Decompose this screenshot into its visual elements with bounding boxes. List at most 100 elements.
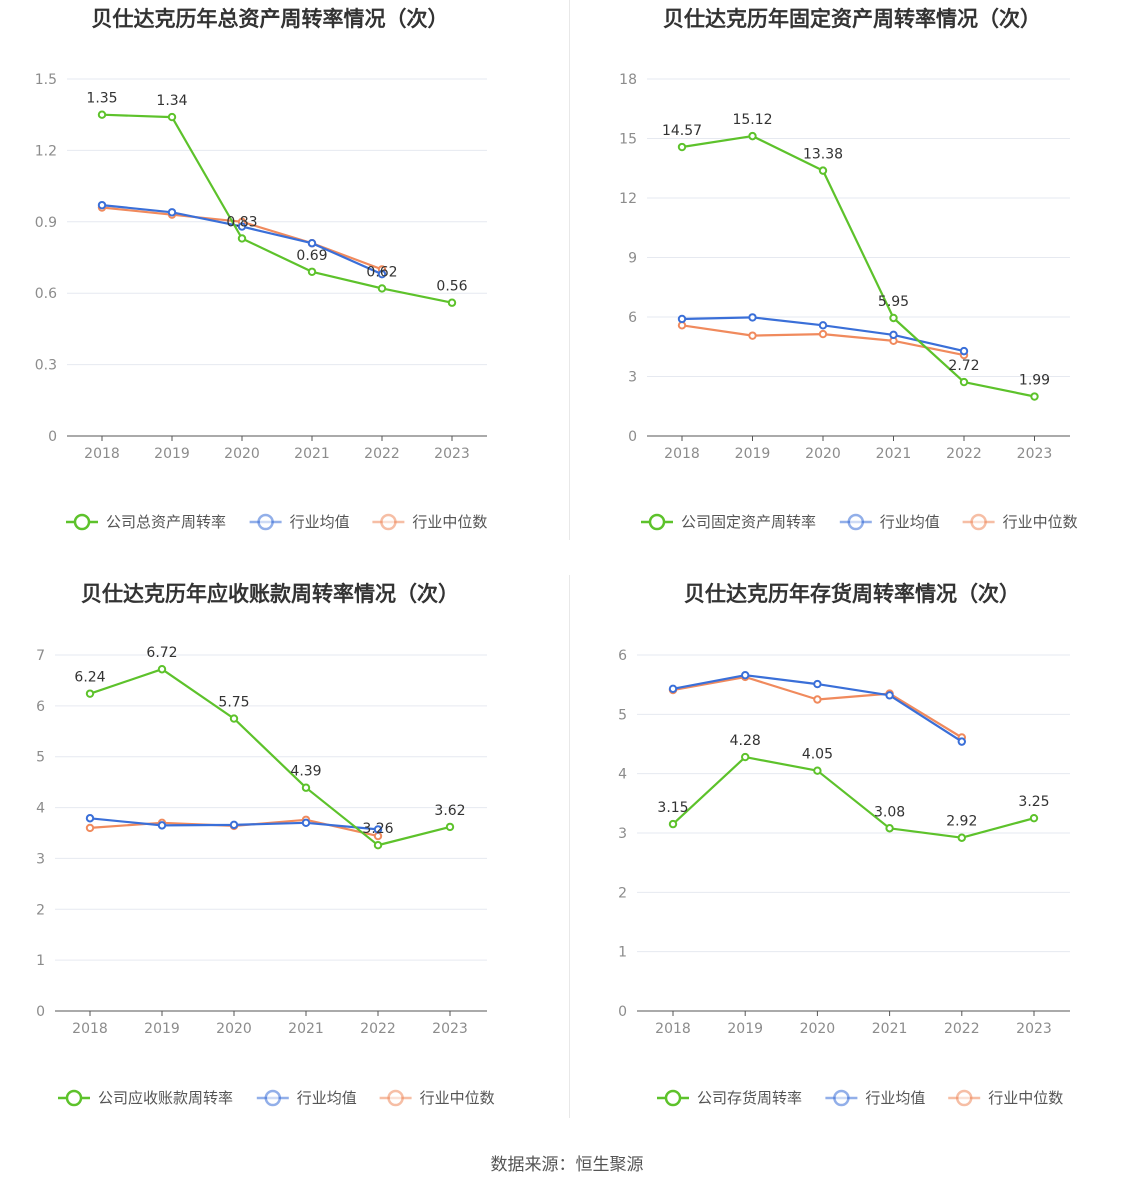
- data-point-company[interactable]: [301, 783, 311, 792]
- y-tick-label: 9: [628, 251, 637, 267]
- data-point-industry-avg[interactable]: [748, 313, 757, 322]
- legend-item-industry-median[interactable]: 行业中位数: [962, 513, 1078, 531]
- chart-panel-inventory-turnover: 贝仕达克历年存货周转率情况（次） 0 1 2 3 4 5 6 2018 2019 2020 2021 2…: [567, 575, 1134, 1150]
- y-tick-label: 4: [618, 767, 627, 783]
- data-label: 2.92: [946, 814, 977, 830]
- panel-divider-top: [569, 0, 570, 540]
- data-point-company[interactable]: [229, 714, 239, 723]
- y-tick-label: 0: [618, 1004, 627, 1020]
- y-tick-label: 3: [36, 851, 45, 867]
- data-point-industry-avg[interactable]: [85, 814, 95, 823]
- data-point-company[interactable]: [157, 665, 167, 674]
- legend-marker-icon: [955, 1089, 973, 1107]
- data-point-company[interactable]: [167, 112, 177, 122]
- chart-panel-receivables-turnover: 贝仕达克历年应收账款周转率情况（次） 0 1 2 3 4 5 6 7 2018 2019 2020 20…: [0, 575, 567, 1150]
- legend-marker-icon: [380, 513, 397, 531]
- x-tick-label: 2020: [800, 1021, 836, 1037]
- data-point-company[interactable]: [959, 377, 969, 387]
- data-point-industry-avg[interactable]: [813, 679, 822, 689]
- series-line-company: [89, 668, 451, 847]
- data-point-industry-median[interactable]: [748, 331, 757, 340]
- x-tick-label: 2022: [944, 1021, 980, 1037]
- legend-label: 行业中位数: [1003, 513, 1078, 531]
- data-label: 4.28: [730, 733, 761, 749]
- data-label: 1.99: [1019, 373, 1050, 389]
- data-point-industry-avg[interactable]: [237, 222, 247, 231]
- y-tick-label: 1.5: [35, 72, 57, 88]
- data-point-company[interactable]: [889, 313, 898, 323]
- legend-item-industry-avg[interactable]: 行业均值: [249, 513, 350, 531]
- data-point-industry-avg[interactable]: [157, 821, 167, 830]
- data-point-company[interactable]: [237, 234, 247, 243]
- data-point-company[interactable]: [85, 689, 95, 698]
- data-point-company[interactable]: [373, 841, 383, 850]
- data-point-company[interactable]: [97, 110, 107, 119]
- x-tick-label: 2018: [655, 1021, 691, 1037]
- data-point-company[interactable]: [741, 752, 750, 762]
- y-tick-label: 1.2: [35, 143, 57, 159]
- y-tick-label: 0: [36, 1004, 45, 1020]
- data-point-industry-avg[interactable]: [167, 208, 177, 217]
- data-point-company[interactable]: [445, 822, 455, 832]
- legend-marker-icon: [664, 1089, 682, 1107]
- data-point-company[interactable]: [447, 298, 457, 307]
- legend-item-industry-median[interactable]: 行业中位数: [372, 513, 487, 531]
- x-tick-label: 2022: [946, 446, 982, 462]
- data-point-company[interactable]: [813, 766, 822, 775]
- data-point-industry-avg[interactable]: [741, 670, 750, 680]
- legend-marker-icon: [387, 1089, 404, 1107]
- legend-item-industry-median[interactable]: 行业中位数: [948, 1089, 1063, 1107]
- data-point-industry-median[interactable]: [813, 695, 822, 704]
- data-point-company[interactable]: [957, 833, 966, 842]
- y-tick-label: 0.6: [35, 286, 57, 302]
- data-point-company[interactable]: [1029, 813, 1039, 823]
- data-point-company[interactable]: [748, 131, 757, 141]
- data-point-industry-avg[interactable]: [818, 321, 828, 330]
- data-point-industry-avg[interactable]: [889, 330, 898, 340]
- data-point-industry-avg[interactable]: [373, 825, 383, 834]
- data-point-industry-avg[interactable]: [229, 820, 239, 830]
- data-point-company[interactable]: [668, 819, 678, 829]
- x-tick-label: 2023: [1016, 1021, 1052, 1037]
- y-tick-label: 2: [618, 885, 627, 901]
- data-point-industry-avg[interactable]: [959, 346, 969, 356]
- data-point-company[interactable]: [885, 824, 894, 833]
- legend-label: 公司应收账款周转率: [98, 1089, 233, 1107]
- legend-item-company[interactable]: 公司总资产周转率: [66, 513, 226, 531]
- x-tick-label: 2023: [432, 1021, 468, 1037]
- x-tick-label: 2021: [294, 446, 330, 462]
- legend-item-industry-avg[interactable]: 行业均值: [256, 1089, 357, 1107]
- chart-title: 贝仕达克历年总资产周转率情况（次）: [92, 7, 449, 31]
- data-point-company[interactable]: [677, 142, 687, 152]
- data-point-industry-avg[interactable]: [97, 200, 107, 210]
- x-tick-label: 2022: [364, 446, 400, 462]
- data-point-industry-avg[interactable]: [307, 239, 317, 248]
- data-label: 3.26: [362, 821, 393, 837]
- legend-item-company[interactable]: 公司存货周转率: [657, 1089, 802, 1107]
- data-point-company[interactable]: [818, 166, 828, 175]
- data-source-note: 数据来源：恒生聚源: [490, 1155, 644, 1175]
- legend-item-industry-avg[interactable]: 行业均值: [839, 513, 940, 531]
- data-point-industry-avg[interactable]: [301, 818, 311, 828]
- data-point-industry-avg[interactable]: [677, 314, 687, 324]
- legend-item-industry-avg[interactable]: 行业均值: [825, 1089, 925, 1107]
- data-label: 3.25: [1018, 794, 1049, 810]
- data-point-industry-avg[interactable]: [957, 737, 966, 746]
- legend-item-industry-median[interactable]: 行业中位数: [379, 1089, 495, 1107]
- series-line-company: [101, 113, 453, 304]
- data-point-company[interactable]: [1030, 392, 1039, 401]
- data-point-industry-median[interactable]: [818, 329, 828, 339]
- x-tick-label: 2019: [735, 446, 771, 462]
- data-point-industry-median[interactable]: [85, 823, 95, 833]
- y-tick-label: 0.3: [35, 358, 57, 374]
- legend-marker-icon: [257, 513, 274, 531]
- data-point-industry-avg[interactable]: [668, 684, 678, 694]
- x-tick-label: 2021: [872, 1021, 908, 1037]
- data-point-company[interactable]: [307, 267, 317, 276]
- data-point-industry-avg[interactable]: [885, 691, 894, 700]
- legend-item-company[interactable]: 公司应收账款周转率: [58, 1089, 233, 1107]
- data-point-company[interactable]: [377, 284, 387, 293]
- data-point-industry-avg[interactable]: [377, 269, 387, 279]
- legend-item-company[interactable]: 公司固定资产周转率: [641, 513, 816, 531]
- legend-label: 公司存货周转率: [697, 1089, 802, 1107]
